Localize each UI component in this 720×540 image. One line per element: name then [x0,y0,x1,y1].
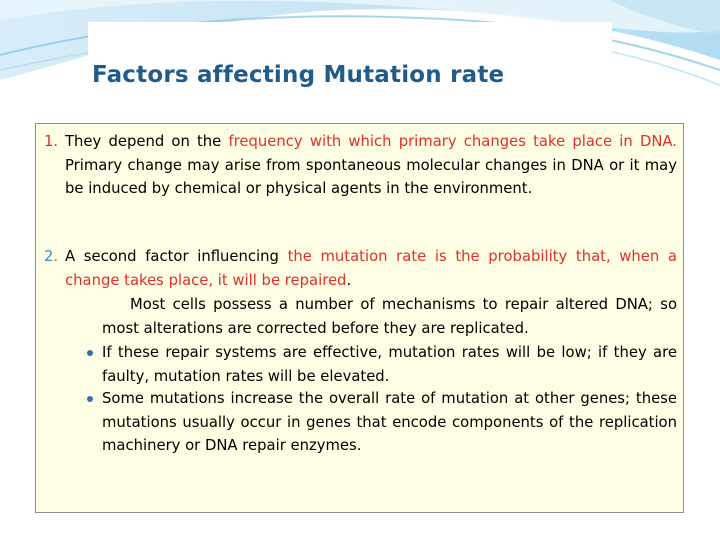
point-1-text-a: They depend on the [65,133,229,150]
point-1-text: They depend on the frequency with which … [65,130,677,201]
slide-title: Factors affecting Mutation rate [92,62,505,88]
point-1-highlight: frequency with which primary changes tak… [228,133,677,150]
title-background [88,22,612,98]
point-2-number: 2. [44,248,59,265]
point-1-text-b: Primary change may arise from spontaneou… [65,156,677,198]
bullet-item-2: Some mutations increase the overall rate… [102,390,677,454]
content-box [35,123,684,513]
point-2-text: A second factor influencing the mutation… [65,245,677,292]
repair-mechanisms-paragraph: Most cells possess a number of mechanism… [102,296,677,337]
point-2-text-a: A second factor influencing [65,248,288,265]
bullet-dot-icon [87,396,93,402]
point-2-highlight: the mutation rate is the probability tha… [65,248,677,289]
point-1-number: 1. [44,133,59,150]
point-2-text-b: . [346,271,352,289]
bullet-item-1: If these repair systems are effective, m… [102,344,677,385]
bullet-dot-icon [87,350,93,356]
